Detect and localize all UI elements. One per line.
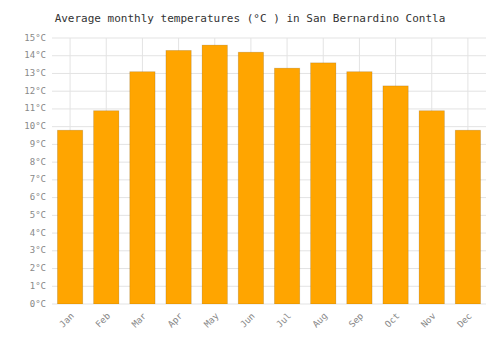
bar [455, 130, 480, 304]
y-tick-label: 15°C [24, 33, 46, 43]
y-tick-label: 7°C [30, 174, 46, 184]
x-tick-label: Dec [455, 311, 474, 330]
y-tick-label: 13°C [24, 68, 46, 78]
x-tick-label: Nov [419, 311, 438, 330]
y-tick-label: 8°C [30, 157, 46, 167]
bar [419, 111, 444, 304]
y-tick-label: 10°C [24, 121, 46, 131]
y-tick-label: 1°C [30, 281, 46, 291]
x-tick-label: Oct [383, 311, 402, 330]
y-axis: 0°C 1°C 2°C 3°C 4°C 5°C 6°C 7°C 8°C 9°C 10°C 11°C 12… [24, 33, 46, 309]
y-tick-label: 9°C [30, 139, 46, 149]
bar [130, 72, 155, 304]
y-grid-line [52, 38, 486, 39]
bar [202, 45, 227, 304]
y-tick-label: 11°C [24, 103, 46, 113]
y-tick-label: 6°C [30, 192, 46, 202]
x-tick-label: May [202, 310, 221, 329]
title: Average monthly temperatures (°C ) in Sa… [55, 12, 446, 25]
y-tick-label: 0°C [30, 299, 46, 309]
chart: 0°C 1°C 2°C 3°C 4°C 5°C 6°C 7°C 8°C 9°C 10°C 11°C 12… [0, 0, 500, 350]
y-tick-label: 12°C [24, 86, 46, 96]
x-tick-label: Sep [347, 311, 366, 330]
bar [166, 50, 191, 304]
y-tick-label: 4°C [30, 228, 46, 238]
x-tick-label: Aug [311, 311, 330, 330]
x-tick-label: Mar [130, 310, 149, 329]
x-tick-label: Jun [238, 311, 257, 330]
bar [347, 72, 372, 304]
y-tick-label: 5°C [30, 210, 46, 220]
y-tick-label: 2°C [30, 263, 46, 273]
bar [238, 52, 263, 304]
y-grid-line [52, 73, 486, 74]
x-axis: Jan Feb Mar Apr May Jun Jul Aug Sep Oct Nov Dec [57, 310, 473, 329]
x-tick-label: Jan [57, 311, 76, 330]
bar [57, 130, 82, 304]
chart-container: 0°C 1°C 2°C 3°C 4°C 5°C 6°C 7°C 8°C 9°C 10°C 11°C 12… [0, 0, 500, 350]
y-grid-line [52, 55, 486, 56]
bar [94, 111, 119, 304]
y-tick-label: 14°C [24, 50, 46, 60]
bar [383, 86, 408, 304]
y-tick-label: 3°C [30, 245, 46, 255]
grid [52, 38, 486, 304]
x-tick-label: Feb [94, 311, 113, 330]
bar [274, 68, 299, 304]
x-tick-label: Jul [274, 311, 293, 330]
y-grid-line [52, 108, 486, 109]
bars [57, 45, 480, 304]
bar [311, 63, 336, 304]
x-tick-label: Apr [166, 310, 185, 329]
y-grid-line [52, 91, 486, 92]
